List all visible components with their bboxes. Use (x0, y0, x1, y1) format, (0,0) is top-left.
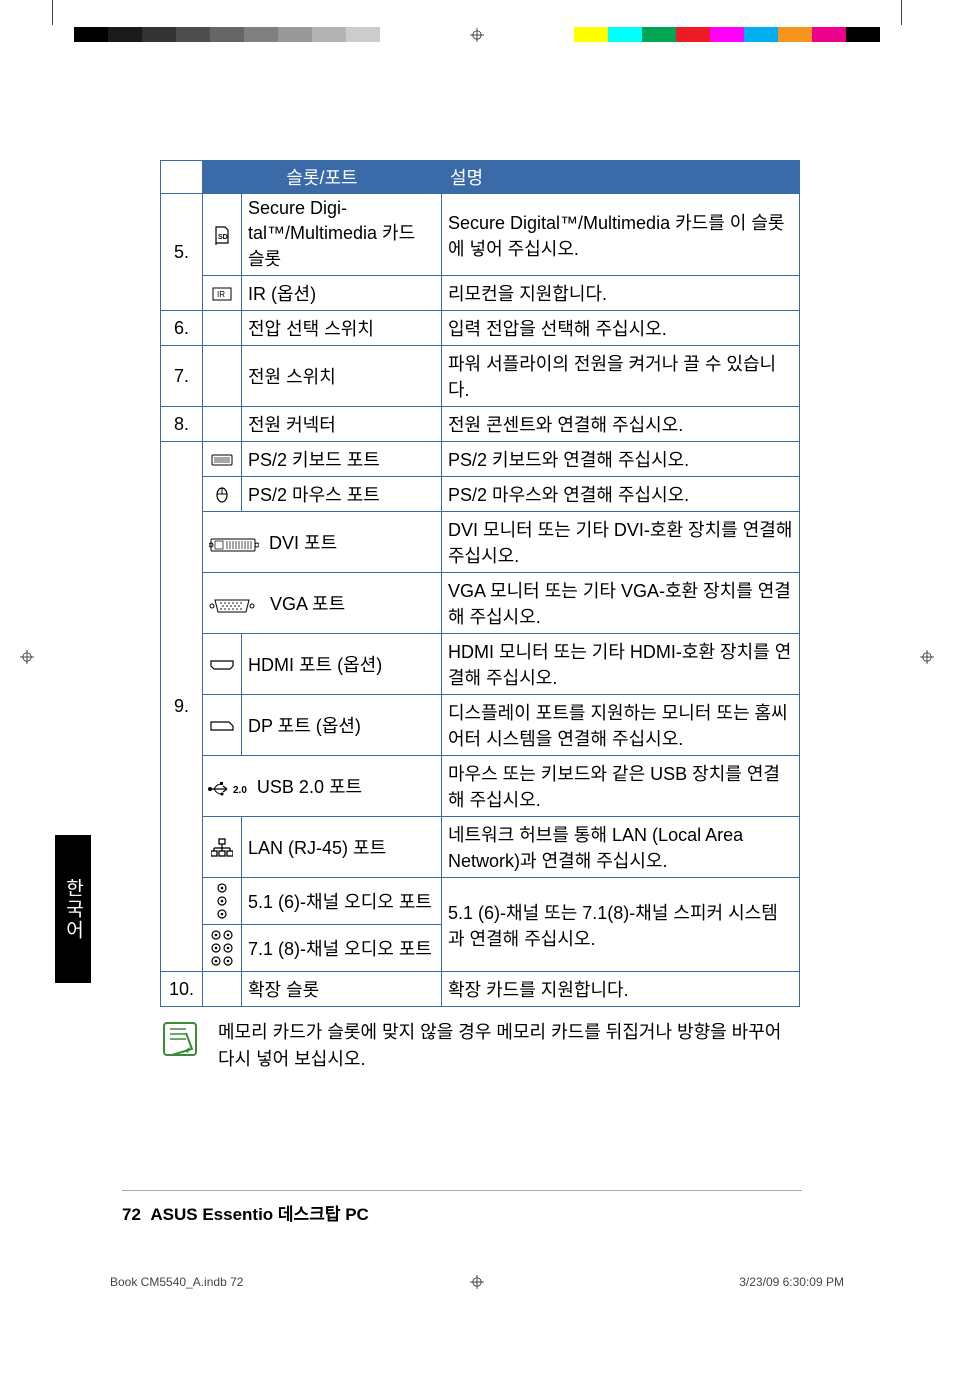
port-name: 전원 스위치 (242, 346, 442, 407)
displayport-icon (203, 695, 242, 756)
dvi-port-icon (209, 534, 259, 555)
ir-icon: IR (203, 276, 242, 311)
table-row: PS/2 마우스 포트 PS/2 마우스와 연결해 주십시오. (161, 477, 800, 512)
print-registration-marks (0, 0, 954, 50)
registration-mark-icon (470, 28, 484, 42)
footer-rule (122, 1190, 802, 1191)
usb-version-label: 2.0 (233, 785, 247, 796)
port-desc: 확장 카드를 지원합니다. (442, 972, 800, 1007)
registration-mark-left-icon (20, 650, 34, 664)
svg-text:SD: SD (218, 234, 228, 241)
port-name: HDMI 포트 (옵션) (242, 634, 442, 695)
row-number: 5. (161, 194, 203, 311)
port-desc: Secure Digital™/Multimedia 카드를 이 슬롯에 넣어 … (442, 194, 800, 276)
port-name: Secure Digi-tal™/Multimedia 카드 슬롯 (242, 194, 442, 276)
port-name: 확장 슬롯 (242, 972, 442, 1007)
audio-5-1-icon (203, 878, 242, 925)
row-number: 6. (161, 311, 203, 346)
language-tab: 한국어 (55, 835, 91, 983)
note-text: 메모리 카드가 슬롯에 맞지 않을 경우 메모리 카드를 뒤집거나 방향을 바꾸… (218, 1019, 800, 1073)
port-name: DVI 포트 (269, 533, 337, 553)
usb-icon (207, 778, 233, 799)
registration-mark-right-icon (920, 650, 934, 664)
indesign-file-label: Book CM5540_A.indb 72 (110, 1275, 243, 1289)
table-row: 5. SD Secure Digi-tal™/Multimedia 카드 슬롯 … (161, 194, 800, 276)
port-name: VGA 포트 (270, 594, 345, 614)
footer: 72 ASUS Essentio 데스크탑 PC (122, 1200, 369, 1225)
blank-icon (203, 407, 242, 442)
table-row: 10. 확장 슬롯 확장 카드를 지원합니다. (161, 972, 800, 1007)
table-row: IR IR (옵션) 리모컨을 지원합니다. (161, 276, 800, 311)
port-desc: 5.1 (6)-채널 또는 7.1(8)-채널 스피커 시스템과 연결해 주십시… (442, 878, 800, 972)
row-number: 7. (161, 346, 203, 407)
port-desc: 리모컨을 지원합니다. (442, 276, 800, 311)
port-desc: PS/2 키보드와 연결해 주십시오. (442, 442, 800, 477)
blank-icon (203, 346, 242, 407)
blank-icon (203, 972, 242, 1007)
row-number: 9. (161, 442, 203, 972)
port-name: LAN (RJ-45) 포트 (242, 817, 442, 878)
note-icon (160, 1019, 200, 1064)
row-number: 8. (161, 407, 203, 442)
hdmi-port-icon (203, 634, 242, 695)
footer-title: ASUS Essentio 데스크탑 PC (150, 1205, 368, 1224)
port-desc: 마우스 또는 키보드와 같은 USB 장치를 연결해 주십시오. (442, 756, 800, 817)
header-slot: 슬롯/포트 (203, 161, 442, 194)
port-desc: VGA 모니터 또는 기타 VGA-호환 장치를 연결해 주십시오. (442, 573, 800, 634)
port-name: PS/2 키보드 포트 (242, 442, 442, 477)
row-number: 10. (161, 972, 203, 1007)
port-name: 7.1 (8)-채널 오디오 포트 (242, 925, 442, 972)
port-desc: 파워 서플라이의 전원을 켜거나 끌 수 있습니다. (442, 346, 800, 407)
table-row: HDMI 포트 (옵션) HDMI 모니터 또는 기타 HDMI-호환 장치를 … (161, 634, 800, 695)
audio-7-1-icon (203, 925, 242, 972)
port-desc: 입력 전압을 선택해 주십시오. (442, 311, 800, 346)
page-content: 슬롯/포트 설명 5. SD Secure Digi-tal™/Multimed… (160, 160, 800, 1073)
port-name: 전원 커넥터 (242, 407, 442, 442)
ports-table: 슬롯/포트 설명 5. SD Secure Digi-tal™/Multimed… (160, 160, 800, 1007)
port-desc: 전원 콘센트와 연결해 주십시오. (442, 407, 800, 442)
lan-icon (203, 817, 242, 878)
port-desc: 네트워크 허브를 통해 LAN (Local Area Network)과 연결… (442, 817, 800, 878)
header-desc: 설명 (442, 161, 800, 194)
table-row: DP 포트 (옵션) 디스플레이 포트를 지원하는 모니터 또는 홈씨어터 시스… (161, 695, 800, 756)
port-name: 5.1 (6)-채널 오디오 포트 (242, 878, 442, 925)
svg-text:IR: IR (217, 290, 225, 299)
vga-port-icon (209, 595, 255, 616)
table-row: DVI 포트 DVI 모니터 또는 기타 DVI-호환 장치를 연결해 주십시오… (161, 512, 800, 573)
table-row: 6. 전압 선택 스위치 입력 전압을 선택해 주십시오. (161, 311, 800, 346)
color-calibration-bar (574, 27, 880, 42)
table-row: 7. 전원 스위치 파워 서플라이의 전원을 켜거나 끌 수 있습니다. (161, 346, 800, 407)
table-row: 9. PS/2 키보드 포트 PS/2 키보드와 연결해 주십시오. (161, 442, 800, 477)
sd-card-icon: SD (203, 194, 242, 276)
table-row: VGA 포트 VGA 모니터 또는 기타 VGA-호환 장치를 연결해 주십시오… (161, 573, 800, 634)
port-desc: 디스플레이 포트를 지원하는 모니터 또는 홈씨어터 시스템을 연결해 주십시오… (442, 695, 800, 756)
port-name: USB 2.0 포트 (257, 777, 362, 797)
port-name: 전압 선택 스위치 (242, 311, 442, 346)
port-desc: PS/2 마우스와 연결해 주십시오. (442, 477, 800, 512)
mouse-icon (203, 477, 242, 512)
port-desc: HDMI 모니터 또는 기타 HDMI-호환 장치를 연결해 주십시오. (442, 634, 800, 695)
page-number: 72 (122, 1205, 141, 1224)
indesign-timestamp: 3/23/09 6:30:09 PM (739, 1275, 844, 1289)
table-row: 2.0 USB 2.0 포트 마우스 또는 키보드와 같은 USB 장치를 연결… (161, 756, 800, 817)
table-row: 5.1 (6)-채널 오디오 포트 5.1 (6)-채널 또는 7.1(8)-채… (161, 878, 800, 925)
port-name: DP 포트 (옵션) (242, 695, 442, 756)
blank-icon (203, 311, 242, 346)
table-row: LAN (RJ-45) 포트 네트워크 허브를 통해 LAN (Local Ar… (161, 817, 800, 878)
port-name: IR (옵션) (242, 276, 442, 311)
keyboard-icon (203, 442, 242, 477)
note-block: 메모리 카드가 슬롯에 맞지 않을 경우 메모리 카드를 뒤집거나 방향을 바꾸… (160, 1019, 800, 1073)
table-row: 8. 전원 커넥터 전원 콘센트와 연결해 주십시오. (161, 407, 800, 442)
grayscale-calibration-bar (74, 27, 380, 42)
registration-mark-bottom-icon (470, 1275, 484, 1289)
port-name: PS/2 마우스 포트 (242, 477, 442, 512)
port-desc: DVI 모니터 또는 기타 DVI-호환 장치를 연결해 주십시오. (442, 512, 800, 573)
